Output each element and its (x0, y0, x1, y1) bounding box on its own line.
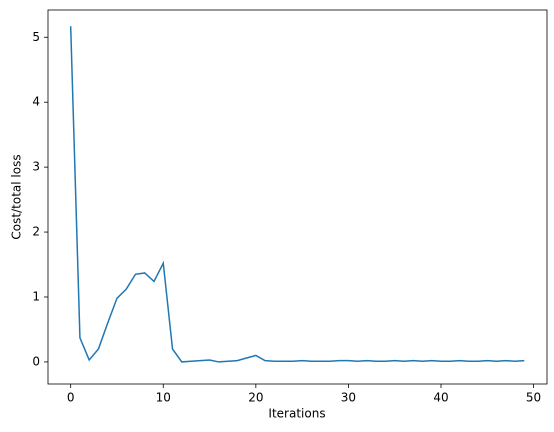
x-tick-label: 20 (248, 391, 263, 405)
y-tick-label: 2 (32, 225, 40, 239)
y-tick-label: 4 (32, 95, 40, 109)
x-tick-label: 30 (341, 391, 356, 405)
y-tick-label: 1 (32, 289, 40, 303)
plot-frame (47, 9, 548, 385)
line-series (69, 26, 525, 363)
y-tick-label: 5 (32, 30, 40, 44)
y-axis-label: Cost/total loss (10, 154, 24, 239)
y-tick-label: 3 (32, 160, 40, 174)
x-tick-label: 10 (156, 391, 171, 405)
x-tick-label: 0 (67, 391, 75, 405)
x-axis-label: Iterations (268, 407, 325, 421)
x-tick-label: 40 (433, 391, 448, 405)
x-tick-label: 50 (526, 391, 541, 405)
y-tick-label: 0 (32, 354, 40, 368)
